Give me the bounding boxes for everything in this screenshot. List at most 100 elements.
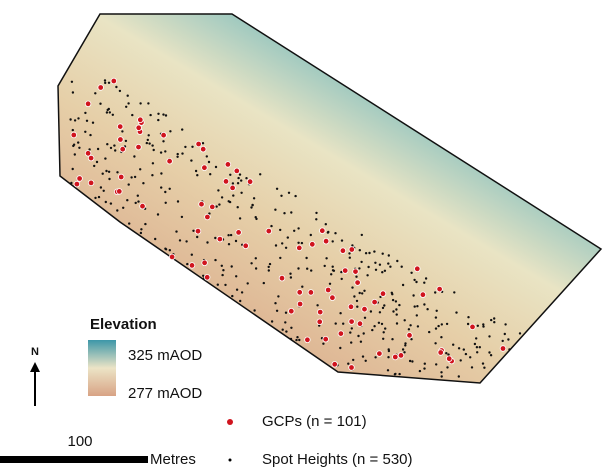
spot-height xyxy=(255,218,257,220)
spot-height xyxy=(115,86,117,88)
spot-height xyxy=(77,117,79,119)
spot-height xyxy=(428,331,430,333)
legend-ramp xyxy=(88,340,116,396)
spot-height xyxy=(398,304,400,306)
spot-height xyxy=(110,147,112,149)
spot-height xyxy=(227,234,229,236)
spot-height xyxy=(279,229,281,231)
gcp xyxy=(205,214,211,220)
spot-height xyxy=(235,275,237,277)
spot-height xyxy=(274,302,276,304)
spot-height xyxy=(395,308,397,310)
gcp xyxy=(323,238,329,244)
spot-height xyxy=(297,267,299,269)
gcp xyxy=(317,319,323,325)
legend-high: 325 mAOD xyxy=(128,347,202,364)
spot-height xyxy=(110,202,112,204)
spot-height xyxy=(277,295,279,297)
gcp xyxy=(202,165,208,171)
spot-height xyxy=(351,286,353,288)
gcp xyxy=(169,254,175,260)
spot-height xyxy=(108,171,110,173)
spot-height xyxy=(408,328,410,330)
spot-height xyxy=(519,332,521,334)
spot-height xyxy=(214,237,216,239)
spot-height xyxy=(160,186,162,188)
spot-height xyxy=(301,286,303,288)
spot-height xyxy=(388,350,390,352)
spot-height xyxy=(133,155,135,157)
spot-height xyxy=(69,118,71,120)
spot-height xyxy=(504,333,506,335)
spot-height xyxy=(104,79,106,81)
spot-height xyxy=(392,299,394,301)
gcp xyxy=(340,248,346,254)
spot-height xyxy=(435,327,437,329)
spot-height xyxy=(162,140,164,142)
spot-height xyxy=(294,195,296,197)
spot-height xyxy=(387,356,389,358)
spot-height xyxy=(139,102,141,104)
spot-height xyxy=(339,312,341,314)
spot-height xyxy=(214,259,216,261)
spot-height xyxy=(108,178,110,180)
spot-height xyxy=(74,153,76,155)
spot-height xyxy=(349,331,351,333)
spot-height xyxy=(93,165,95,167)
spot-height xyxy=(268,269,270,271)
gcp xyxy=(77,176,83,182)
gcp xyxy=(323,336,329,342)
spot-height xyxy=(387,369,389,371)
spot-height xyxy=(70,182,72,184)
spot-height xyxy=(446,366,448,368)
spot-height xyxy=(359,292,361,294)
spot-height xyxy=(426,308,428,310)
spot-height xyxy=(435,316,437,318)
spot-height xyxy=(297,242,299,244)
spot-height xyxy=(293,230,295,232)
spot-height xyxy=(121,130,123,132)
spot-height xyxy=(125,106,127,108)
spot-height xyxy=(230,234,232,236)
spot-height xyxy=(434,291,436,293)
spot-height xyxy=(401,266,403,268)
gcp xyxy=(199,201,205,207)
spot-height xyxy=(104,82,106,84)
spot-height xyxy=(350,341,352,343)
spot-height xyxy=(411,360,413,362)
spot-height xyxy=(127,95,129,97)
spot-height xyxy=(245,177,247,179)
spot-height xyxy=(114,149,116,151)
spot-height xyxy=(128,222,130,224)
spot-height xyxy=(97,148,99,150)
spot-height xyxy=(72,91,74,93)
spot-height xyxy=(375,269,377,271)
spot-height xyxy=(290,338,292,340)
spot-height xyxy=(140,228,142,230)
spot-height xyxy=(92,122,94,124)
spot-height xyxy=(186,263,188,265)
spot-height xyxy=(130,176,132,178)
spot-height xyxy=(322,343,324,345)
spot-height xyxy=(348,252,350,254)
spot-height xyxy=(332,240,334,242)
gcp xyxy=(470,324,476,330)
spot-height xyxy=(221,274,223,276)
spot-height xyxy=(109,111,111,113)
gcp xyxy=(437,286,443,292)
spot-height xyxy=(395,300,397,302)
spot-height xyxy=(253,197,255,199)
spot-height xyxy=(169,249,171,251)
spot-height xyxy=(358,267,360,269)
spot-height xyxy=(239,217,241,219)
spot-height xyxy=(103,190,105,192)
spot-height xyxy=(106,143,108,145)
gcp xyxy=(297,290,303,296)
gcp xyxy=(393,354,399,360)
map-figure: Elevation 325 mAOD 277 mAOD N GCPs (n = … xyxy=(0,0,604,469)
spot-height xyxy=(285,247,287,249)
spot-height xyxy=(471,366,473,368)
spot-height xyxy=(280,195,282,197)
spot-height xyxy=(396,313,398,315)
spot-height xyxy=(237,177,239,179)
